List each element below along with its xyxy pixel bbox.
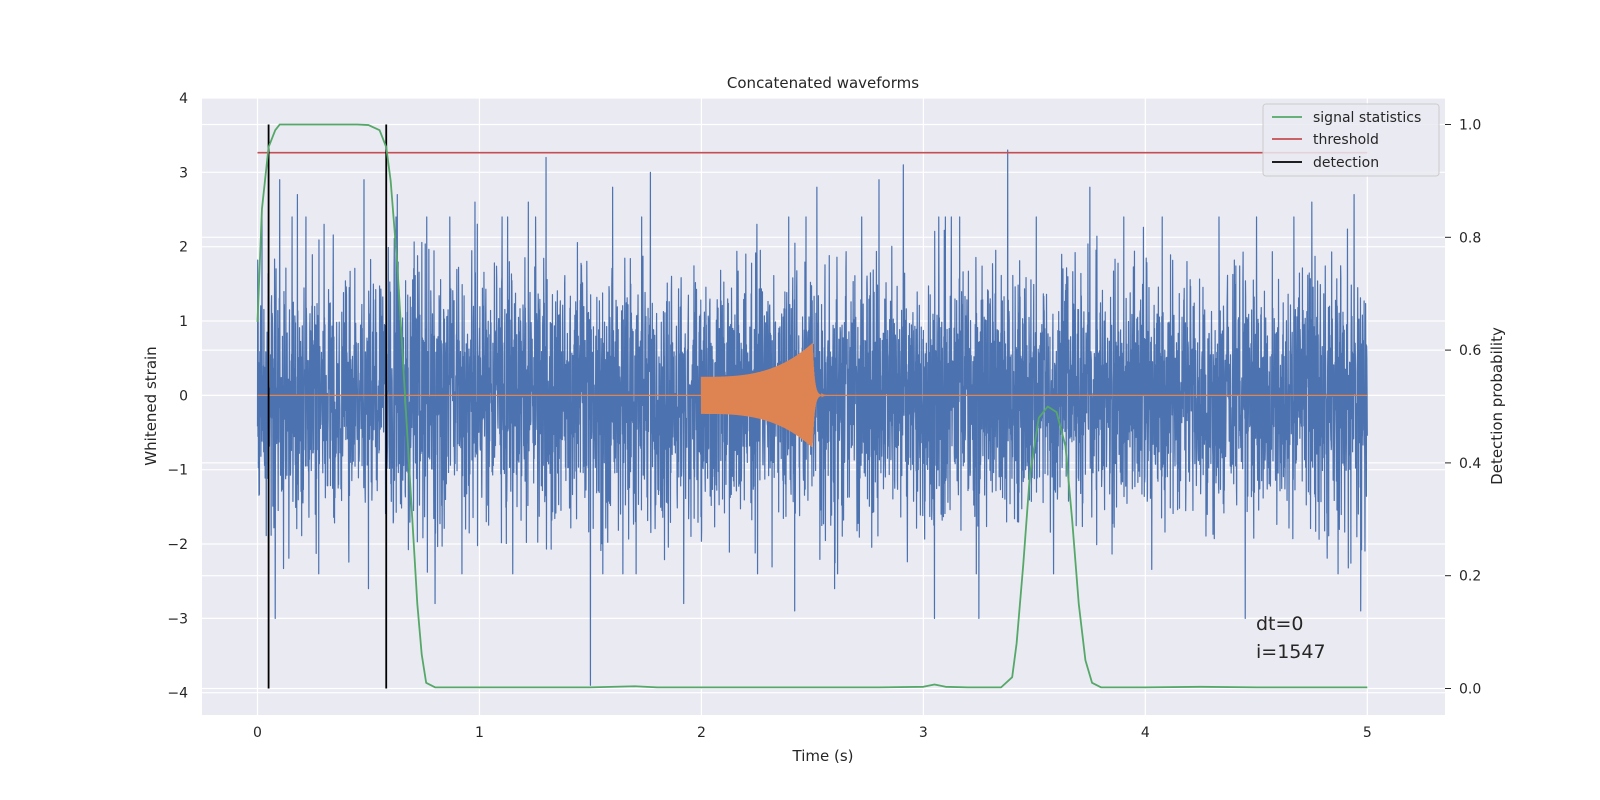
y-tick-label: −3: [167, 611, 188, 627]
x-tick-label: 4: [1141, 725, 1150, 741]
y-tick-label: 0: [179, 388, 188, 404]
y2-tick-label: 1.0: [1459, 118, 1481, 134]
legend: signal statistics threshold detection: [1262, 103, 1440, 177]
annotation-index: i=1547: [1256, 641, 1326, 663]
y2-tick-label: 0.8: [1459, 230, 1481, 246]
y2-axis-label: Detection probability: [1488, 327, 1506, 485]
y-tick-label: −4: [167, 686, 188, 702]
y2-tick-label: 0.2: [1459, 569, 1481, 585]
legend-label-signal-statistics: signal statistics: [1313, 110, 1421, 126]
legend-label-threshold: threshold: [1313, 132, 1379, 148]
y-tick-label: −2: [167, 537, 188, 553]
x-tick-label: 1: [475, 725, 484, 741]
x-axis-ticks: 0 1 2 3 4 5: [253, 725, 1372, 741]
y-tick-label: 4: [179, 91, 188, 107]
legend-label-detection: detection: [1313, 155, 1379, 171]
y-axis-left-ticks: 4 3 2 1 0 −1 −2 −3 −4: [167, 91, 188, 702]
legend-box: [1262, 103, 1440, 177]
x-tick-label: 3: [919, 725, 928, 741]
detection-series: [267, 124, 388, 689]
y-tick-label: −1: [167, 463, 188, 479]
y2-tick-label: 0.4: [1459, 456, 1481, 472]
annotation-dt: dt=0: [1256, 613, 1304, 635]
template-waveform-series: [257, 343, 1368, 448]
signal-statistics-line: [256, 123, 1368, 689]
chart-title: Concatenated waveforms: [727, 74, 919, 92]
y-axis-label: Whitened strain: [142, 346, 160, 465]
x-axis-label: Time (s): [792, 747, 854, 765]
y2-tick-label: 0.0: [1459, 681, 1481, 697]
y-tick-label: 2: [179, 240, 188, 256]
x-tick-label: 5: [1363, 725, 1372, 741]
signal-statistics-series: [256, 123, 1368, 689]
x-tick-label: 2: [697, 725, 706, 741]
x-tick-label: 0: [253, 725, 262, 741]
y-tick-label: 1: [179, 314, 188, 330]
y2-tick-label: 0.6: [1459, 343, 1481, 359]
template-waveform-line: [257, 343, 1368, 448]
y-axis-right-ticks: 1.0 0.8 0.6 0.4 0.2 0.0: [1445, 118, 1481, 697]
y-tick-label: 3: [179, 165, 188, 181]
